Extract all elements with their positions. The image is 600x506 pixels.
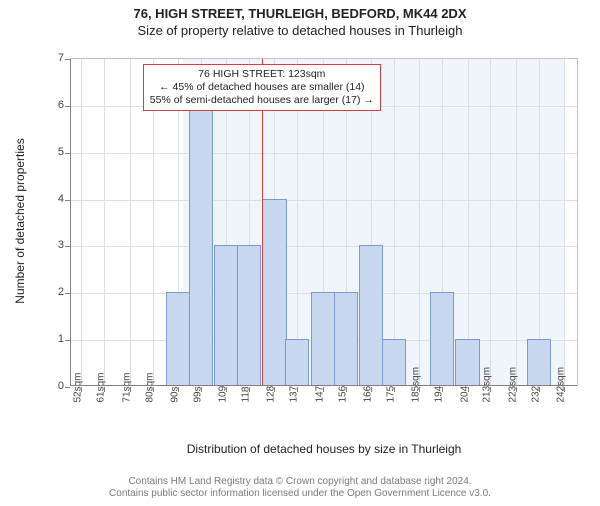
histogram-bar <box>189 105 213 386</box>
histogram-bar <box>214 245 238 386</box>
gridline-v <box>104 59 105 386</box>
histogram-bar <box>166 292 190 386</box>
y-axis-line <box>70 59 71 386</box>
annotation-line: 76 HIGH STREET: 123sqm <box>150 68 374 81</box>
y-tick-label: 4 <box>40 193 64 205</box>
gridline-v <box>394 59 395 386</box>
y-tick <box>65 387 70 388</box>
y-tick-label: 1 <box>40 333 64 345</box>
histogram-bar <box>311 292 335 386</box>
gridline-v <box>419 59 420 386</box>
page-title-address: 76, HIGH STREET, THURLEIGH, BEDFORD, MK4… <box>0 6 600 21</box>
gridline-v <box>564 59 565 386</box>
gridline-v <box>130 59 131 386</box>
gridline-v <box>490 59 491 386</box>
y-tick-label: 3 <box>40 239 64 251</box>
histogram-bar <box>334 292 358 386</box>
x-axis-line <box>70 385 577 386</box>
x-axis-title: Distribution of detached houses by size … <box>70 442 578 456</box>
gridline-v <box>81 59 82 386</box>
histogram-bar <box>430 292 454 386</box>
histogram-bar <box>262 199 286 386</box>
y-tick-label: 7 <box>40 52 64 64</box>
annotation-line: ← 45% of detached houses are smaller (14… <box>150 81 374 94</box>
histogram-bar <box>382 339 406 386</box>
gridline-v <box>468 59 469 386</box>
y-tick-label: 6 <box>40 99 64 111</box>
page-title-sub: Size of property relative to detached ho… <box>0 23 600 38</box>
y-tick-label: 2 <box>40 286 64 298</box>
annotation-box: 76 HIGH STREET: 123sqm← 45% of detached … <box>143 64 381 111</box>
y-tick-label: 5 <box>40 146 64 158</box>
histogram-bar <box>359 245 383 386</box>
histogram-bar <box>285 339 309 386</box>
annotation-line: 55% of semi-detached houses are larger (… <box>150 94 374 107</box>
histogram-bar <box>455 339 479 386</box>
footer-line2: Contains public sector information licen… <box>0 488 600 500</box>
y-axis-title: Number of detached properties <box>13 57 27 385</box>
gridline-v <box>539 59 540 386</box>
y-tick-label: 0 <box>40 380 64 392</box>
gridline-v <box>516 59 517 386</box>
histogram-bar <box>237 245 261 386</box>
histogram-chart: 0123456752sqm61sqm71sqm80sqm90sqm99sqm10… <box>70 58 578 386</box>
attribution-footer: Contains HM Land Registry data © Crown c… <box>0 476 600 500</box>
footer-line1: Contains HM Land Registry data © Crown c… <box>0 476 600 488</box>
histogram-bar <box>527 339 551 386</box>
